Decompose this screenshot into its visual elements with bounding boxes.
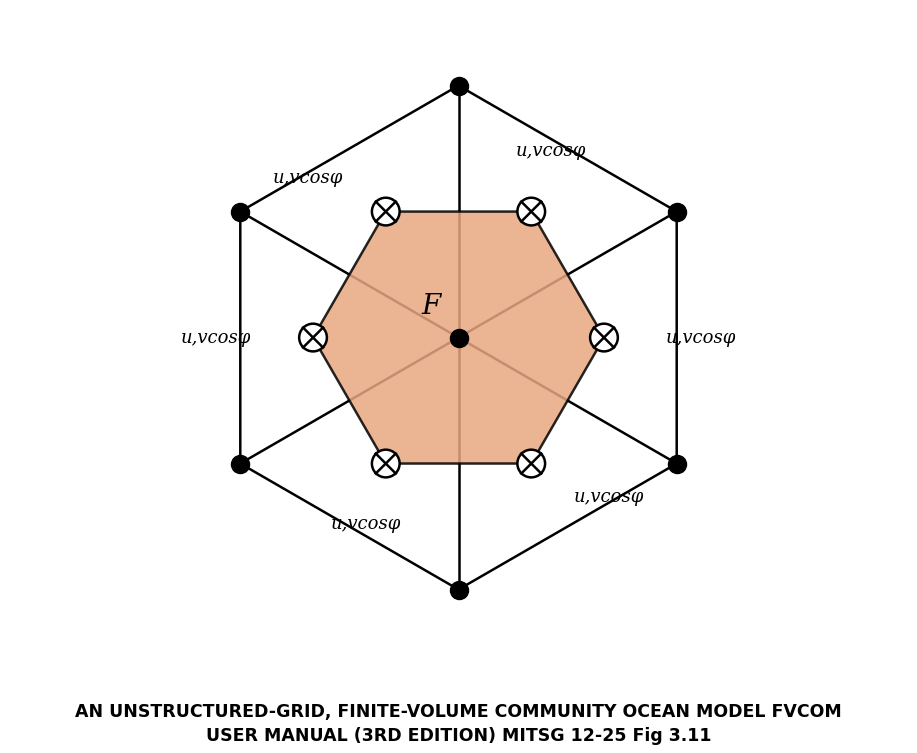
Text: AN UNSTRUCTURED-GRID, FINITE-VOLUME COMMUNITY OCEAN MODEL FVCOM: AN UNSTRUCTURED-GRID, FINITE-VOLUME COMM… xyxy=(75,703,842,721)
Text: u,vcosφ: u,vcosφ xyxy=(273,169,344,187)
Text: u,vcosφ: u,vcosφ xyxy=(331,515,402,533)
Circle shape xyxy=(517,198,545,225)
Circle shape xyxy=(517,450,545,477)
Circle shape xyxy=(299,324,326,352)
Text: u,vcosφ: u,vcosφ xyxy=(573,489,644,506)
Text: u,vcosφ: u,vcosφ xyxy=(181,328,251,346)
Circle shape xyxy=(372,450,400,477)
Text: u,vcosφ: u,vcosφ xyxy=(666,328,736,346)
Text: F: F xyxy=(422,293,441,320)
Text: u,vcosφ: u,vcosφ xyxy=(515,142,586,160)
Polygon shape xyxy=(313,212,604,464)
Text: USER MANUAL (3RD EDITION) MITSG 12-25 Fig 3.11: USER MANUAL (3RD EDITION) MITSG 12-25 Fi… xyxy=(205,727,712,745)
Circle shape xyxy=(372,198,400,225)
Circle shape xyxy=(591,324,618,352)
